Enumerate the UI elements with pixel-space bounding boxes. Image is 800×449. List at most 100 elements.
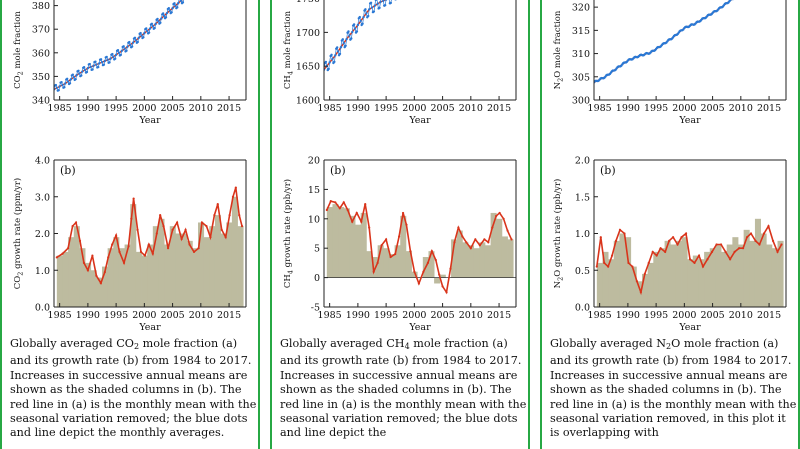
x-tick-label: 1990 [76,310,100,321]
monthly-average-point [55,86,59,90]
growth-rate-point [127,245,130,248]
monthly-average-point [151,25,155,28]
growth-rate-point [107,256,110,259]
bar-1992 [636,281,643,307]
bar-2012 [749,240,756,307]
monthly-average-point [370,6,374,9]
panel-label: (b) [330,164,346,177]
growth-rate-point [231,195,235,198]
monthly-average-point [57,88,60,92]
growth-rate-point [664,250,667,253]
monthly-average-point [105,55,108,59]
growth-rate-point [180,237,183,241]
monthly-average-point [382,0,385,2]
bar-2012 [209,226,216,307]
growth-rate-point [368,226,371,229]
bar-2007 [451,239,458,278]
growth-rate-point [329,200,332,203]
x-tick-label: 2010 [189,103,213,114]
monthly-average-point [126,45,129,48]
growth-rate-point [122,261,126,264]
growth-rate-point [224,236,227,239]
bar-1990 [355,224,362,278]
growth-rate-point [166,247,170,250]
x-tick-label: 1990 [346,310,370,321]
growth-rate-point [610,254,614,257]
monthly-average-point [160,17,163,20]
x-tick-label: 1995 [104,103,128,114]
growth-rate-point [639,291,642,294]
bar-1989 [349,215,356,278]
monthly-average-point [373,4,377,7]
growth-rate-point [389,255,392,259]
bar-2003 [158,218,165,307]
monthly-average-point [68,82,72,85]
growth-rate-point [61,252,64,255]
bar-2005 [169,226,176,307]
growth-rate-point [491,226,494,229]
growth-rate-point [95,274,98,277]
bar-1990 [625,237,632,307]
plot-area [54,0,185,92]
bar-2010 [738,244,745,307]
growth-rate-point [151,252,154,255]
growth-rate-point [228,214,231,217]
x-tick-label: 1985 [48,103,72,114]
x-tick-label: 2010 [459,310,483,321]
monthly-average-point [60,80,63,84]
monthly-average-point [81,70,84,73]
bar-2017 [507,239,514,278]
x-tick-label: 1990 [346,103,370,114]
y-axis-label: N2O mole fraction [553,10,565,89]
panel-n2o: 1985 1990 1995 2000 2005 2010 2015 300 305 310 315… [540,0,800,449]
x-tick-label: 2005 [700,103,724,114]
caption-n2o: Globally averaged N2O mole fraction (a) … [550,337,797,440]
growth-rate-point [623,232,626,235]
x-tick-label: 2000 [672,103,696,114]
growth-rate-point [209,236,212,239]
x-tick-label: 1995 [644,310,668,321]
growth-rate-point [749,232,753,235]
monthly-average-point [61,83,64,87]
growth-rate-point [738,247,741,250]
chart-co2-mole-fraction: 1985 1990 1995 2000 2005 2010 2015 340 350 360 370… [13,0,247,126]
y-tick-label: 5 [314,244,320,255]
monthly-average-point [80,74,83,77]
growth-rate-point [380,244,383,247]
growth-rate-point [91,254,94,257]
growth-rate-point [595,265,598,268]
growth-rate-point [693,261,696,264]
monthly-average-point [83,68,87,72]
growth-rate-point [668,239,671,242]
chart-co2-growth-rate: 1985 1990 1995 2000 2005 2010 2015 0.0 1.0 2.0 3.0… [12,156,247,333]
growth-rate-point [155,232,158,235]
y-axis-label: CH4 mole fraction [283,10,295,89]
growth-rate-point [631,265,634,268]
bar-2003 [698,259,705,307]
bar-2013 [214,215,221,307]
monthly-average-point [78,72,81,75]
monthly-average-point [147,31,151,34]
monthly-average-point [69,78,73,81]
x-tick-label: 2005 [430,310,454,321]
x-axis-label: Year [678,322,701,333]
growth-rate-point [426,261,430,264]
monthly-average-point [367,14,370,18]
x-tick-label: 2005 [160,310,184,321]
bar-1998 [400,215,407,278]
growth-rate-point [372,270,375,273]
growth-rate-point [82,261,86,264]
monthly-average-point [174,4,177,7]
growth-rate-point [449,267,452,270]
growth-rate-point [360,220,363,223]
bar-1987 [68,237,75,307]
growth-rate-point [118,250,121,253]
growth-rate-point [767,225,770,228]
growth-rate-point [618,228,622,231]
growth-rate-point [413,270,416,273]
bar-2008 [456,230,463,278]
bar-1989 [79,248,86,307]
monthly-average-point [97,62,101,65]
growth-rate-point [474,238,477,241]
y-tick-label: 0.0 [35,303,50,314]
